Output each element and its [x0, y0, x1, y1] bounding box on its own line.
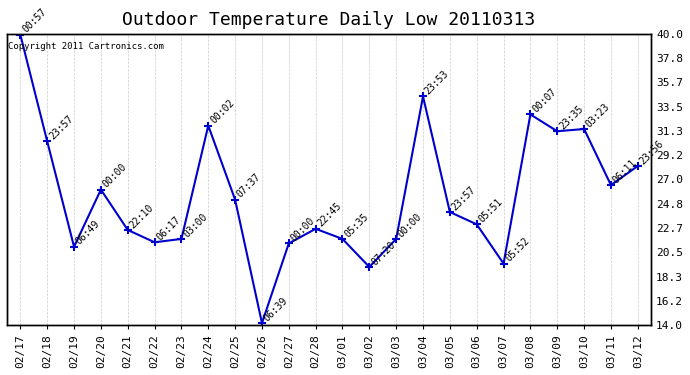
Title: Outdoor Temperature Daily Low 20110313: Outdoor Temperature Daily Low 20110313	[122, 11, 535, 29]
Text: 23:53: 23:53	[423, 69, 451, 96]
Text: 00:00: 00:00	[289, 216, 317, 243]
Text: 03:23: 03:23	[584, 101, 612, 129]
Text: 06:39: 06:39	[262, 295, 290, 323]
Text: 05:52: 05:52	[504, 236, 531, 264]
Text: 03:00: 03:00	[181, 211, 209, 239]
Text: 22:10: 22:10	[128, 202, 155, 230]
Text: 06:17: 06:17	[155, 214, 182, 242]
Text: 06:11: 06:11	[611, 157, 639, 185]
Text: 07:37: 07:37	[235, 172, 263, 200]
Text: 23:57: 23:57	[450, 184, 477, 212]
Text: 00:07: 00:07	[531, 87, 558, 114]
Text: 23:56: 23:56	[638, 138, 666, 166]
Text: 07:20: 07:20	[369, 239, 397, 267]
Text: 23:35: 23:35	[558, 104, 585, 131]
Text: 00:02: 00:02	[208, 98, 236, 126]
Text: 00:00: 00:00	[101, 162, 129, 190]
Text: 06:49: 06:49	[74, 219, 102, 247]
Text: 22:45: 22:45	[315, 201, 344, 229]
Text: 00:00: 00:00	[396, 211, 424, 239]
Text: 05:51: 05:51	[477, 196, 504, 224]
Text: 05:35: 05:35	[342, 211, 371, 239]
Text: 23:57: 23:57	[47, 114, 75, 141]
Text: Copyright 2011 Cartronics.com: Copyright 2011 Cartronics.com	[8, 42, 164, 51]
Text: 00:57: 00:57	[21, 7, 48, 35]
